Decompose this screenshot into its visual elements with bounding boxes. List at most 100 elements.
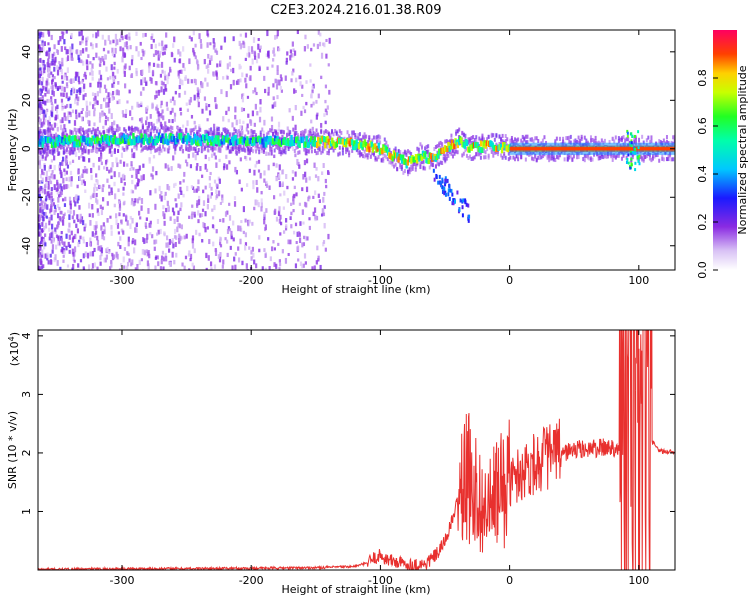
heatmap-band-cell [236, 146, 239, 151]
heatmap-noise-cell [64, 116, 67, 121]
heatmap-band-cell [611, 136, 614, 141]
heatmap-band-cell [323, 130, 326, 135]
heatmap-noise-cell [177, 49, 180, 55]
heatmap-noise-cell [116, 89, 119, 96]
heatmap-band-cell [326, 130, 329, 135]
heatmap-band-cell [284, 150, 287, 155]
heatmap-noise-cell [110, 64, 113, 71]
heatmap-noise-cell [186, 185, 189, 192]
heatmap-noise-cell [208, 182, 212, 189]
heatmap-noise-cell [38, 265, 41, 270]
heatmap-noise-cell [254, 87, 257, 93]
heatmap-band-cell [656, 153, 659, 158]
heatmap-noise-cell [256, 187, 259, 193]
heatmap-ridge-cell [368, 146, 371, 153]
heatmap-noise-cell [38, 37, 41, 42]
heatmap-noise-cell [92, 97, 96, 102]
heatmap-band-cell [208, 128, 211, 133]
heatmap-band-cell [414, 161, 417, 166]
heatmap-noise-cell [293, 50, 297, 56]
heatmap-noise-cell [63, 170, 66, 176]
heatmap-noise-cell [289, 239, 292, 245]
heatmap-noise-cell [106, 77, 110, 81]
heatmap-band-cell [67, 150, 70, 155]
heatmap-noise-cell [274, 34, 277, 40]
heatmap-noise-cell [49, 180, 53, 185]
heatmap-noise-cell [68, 196, 72, 201]
heatmap-band-cell [577, 135, 580, 140]
heatmap-tail-cell [444, 190, 447, 195]
heatmap-noise-cell [260, 202, 263, 208]
heatmap-noise-cell [301, 84, 304, 89]
heatmap-noise-cell [78, 81, 81, 85]
snr-xtick-label: -100 [368, 574, 393, 587]
heatmap-ridge-cell [97, 137, 100, 144]
heatmap-band-cell [138, 129, 141, 134]
heatmap-band-cell [593, 138, 596, 143]
heatmap-tail-cell [451, 201, 454, 206]
heatmap-noise-cell [272, 240, 275, 244]
heatmap-noise-cell [46, 90, 49, 94]
heatmap-band-cell [566, 153, 569, 158]
heatmap-noise-cell [320, 75, 323, 80]
heatmap-noise-cell [89, 101, 92, 106]
heatmap-noise-cell [315, 215, 319, 221]
heatmap-noise-cell [114, 38, 118, 44]
heatmap-noise-cell [286, 185, 289, 190]
heatmap-band-cell [462, 151, 465, 156]
heatmap-spike-cell [638, 162, 641, 166]
heatmap-noise-cell [272, 58, 275, 62]
heatmap-band-cell [225, 128, 228, 133]
heatmap-noise-cell [93, 232, 97, 238]
heatmap-noise-cell [286, 126, 289, 130]
heatmap-noise-cell [240, 220, 243, 224]
heatmap-noise-cell [313, 162, 316, 168]
heatmap-noise-cell [50, 101, 53, 106]
heatmap-noise-cell [39, 232, 42, 237]
heatmap-noise-cell [42, 200, 45, 204]
heatmap-noise-cell [134, 227, 137, 233]
heatmap-noise-cell [65, 82, 69, 86]
heatmap-noise-cell [183, 171, 186, 177]
heatmap-noise-cell [318, 199, 321, 203]
heatmap-noise-cell [232, 79, 235, 86]
heatmap-band-cell [655, 153, 658, 158]
heatmap-noise-cell [99, 156, 102, 162]
heatmap-band-cell [331, 145, 334, 150]
heatmap-noise-cell [76, 184, 79, 189]
colorbar-ticks: 0.00.20.40.60.8 [696, 69, 718, 279]
heatmap-noise-cell [275, 34, 279, 39]
heatmap-noise-cell [60, 217, 63, 223]
heatmap-noise-cell [302, 263, 305, 268]
heatmap-noise-cell [131, 190, 135, 194]
heatmap-noise-cell [149, 223, 152, 228]
heatmap-noise-cell [189, 96, 193, 103]
heatmap-noise-cell [105, 159, 108, 165]
heatmap-noise-cell [162, 211, 165, 217]
heatmap-noise-cell [161, 51, 165, 56]
heatmap-noise-cell [134, 184, 137, 190]
heatmap-noise-cell [124, 35, 127, 39]
heatmap-noise-cell [71, 237, 75, 243]
heatmap-noise-cell [47, 53, 51, 59]
heatmap-noise-cell [200, 43, 203, 49]
heatmap-band-cell [665, 157, 668, 162]
heatmap-noise-cell [100, 153, 103, 159]
heatmap-noise-cell [68, 132, 72, 137]
heatmap-noise-cell [163, 70, 166, 77]
heatmap-noise-cell [62, 177, 65, 184]
heatmap-band-cell [484, 155, 487, 160]
heatmap-noise-cell [285, 223, 288, 229]
heatmap-ridge-cell [154, 139, 157, 146]
heatmap-noise-cell [281, 181, 284, 187]
heatmap-ridge-cell [374, 143, 377, 150]
heatmap-noise-cell [305, 202, 308, 208]
heatmap-band-cell [576, 139, 579, 144]
heatmap-noise-cell [60, 92, 63, 96]
heatmap-noise-cell [323, 205, 326, 209]
heatmap-noise-cell [176, 216, 179, 223]
heatmap-noise-cell [41, 187, 44, 194]
heatmap-noise-cell [62, 92, 65, 98]
heatmap-noise-cell [43, 165, 46, 171]
heatmap-noise-cell [304, 235, 307, 241]
